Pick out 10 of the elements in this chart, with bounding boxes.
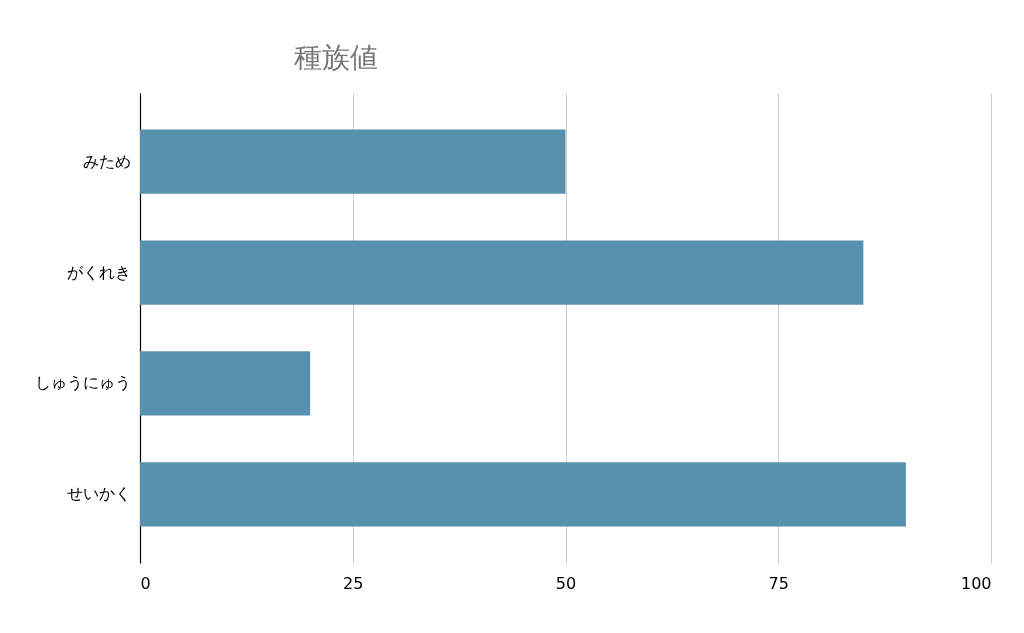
y-tick-label: せいかく [66, 484, 131, 504]
x-tick-label: 25 [343, 573, 364, 593]
chart-title: 種族値 [294, 41, 378, 74]
y-tick-label: みため [82, 151, 131, 171]
x-tick-label: 50 [555, 573, 577, 593]
y-tick-label: しゅうにゅう [34, 373, 131, 393]
y-tick-label: がくれき [66, 262, 131, 282]
x-tick-label: 0 [140, 573, 151, 593]
x-tick-label: 100 [960, 573, 992, 593]
x-tick-label: 75 [768, 573, 789, 593]
